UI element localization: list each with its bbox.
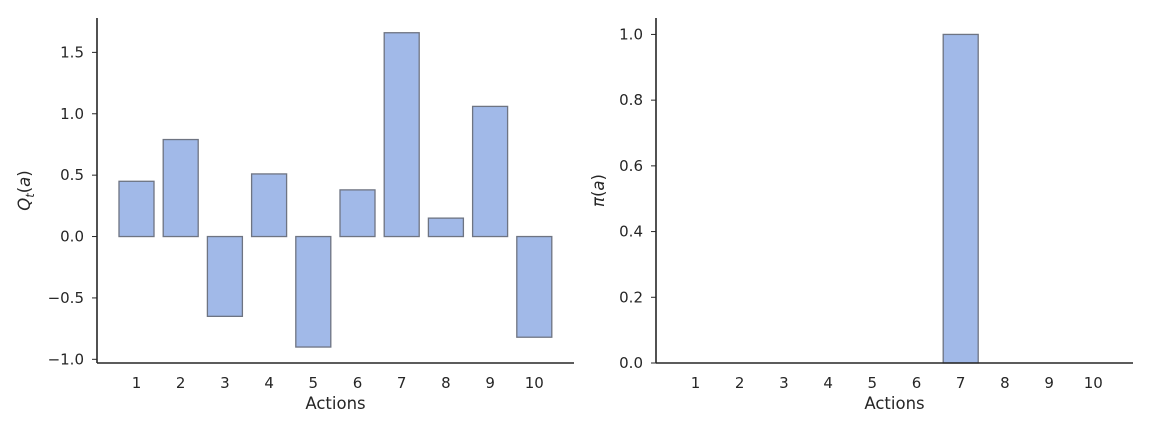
policy-x-tick-label: 1 — [691, 374, 701, 392]
policy-y-label: π(a) — [589, 174, 608, 207]
q-values-bar-4 — [250, 173, 288, 238]
policy-x-tick-label: 2 — [735, 374, 745, 392]
policy-x-tick-label: 9 — [1044, 374, 1054, 392]
q-values-bar-9 — [471, 105, 509, 238]
policy-x-ticks: 1 2 3 4 5 6 7 8 9 10 — [691, 374, 1103, 392]
policy-x-tick-label: 3 — [779, 374, 789, 392]
q-values-y-tick-label: 0.0 — [60, 228, 84, 246]
q-values-y-ticks: −1.0 −0.5 0.0 0.5 1.0 1.5 — [48, 43, 97, 368]
q-values-x-tick-label: 9 — [485, 374, 495, 392]
policy-x-tick-label: 10 — [1084, 374, 1103, 392]
q-values-y-tick-label: 1.5 — [60, 43, 84, 61]
q-values-panel: −1.0 −0.5 0.0 0.5 1.0 1.5 1 2 3 4 5 6 7 8 9 10 Actions… — [15, 18, 574, 413]
q-values-bar-5 — [295, 235, 332, 348]
policy-y-tick-label: 1.0 — [619, 25, 643, 43]
policy-y-tick-label: 0.8 — [619, 91, 643, 109]
policy-x-tick-label: 7 — [956, 374, 966, 392]
q-values-y-tick-label: 0.5 — [60, 166, 84, 184]
q-values-bar-7 — [383, 32, 420, 238]
policy-y-ticks: 0.0 0.2 0.4 0.6 0.8 1.0 — [619, 25, 656, 372]
policy-y-tick-label: 0.0 — [619, 354, 643, 372]
q-values-x-ticks: 1 2 3 4 5 6 7 8 9 10 — [132, 374, 544, 392]
policy-bars — [942, 33, 979, 364]
q-values-bar-8 — [427, 217, 465, 238]
q-values-y-label: Qt(a) — [15, 170, 37, 211]
policy-y-tick-label: 0.6 — [619, 157, 643, 175]
q-values-y-tick-label: −0.5 — [48, 289, 84, 307]
q-values-x-tick-label: 1 — [132, 374, 142, 392]
q-values-x-tick-label: 6 — [353, 374, 363, 392]
q-values-x-tick-label: 4 — [264, 374, 274, 392]
q-values-x-tick-label: 5 — [309, 374, 319, 392]
policy-x-tick-label: 6 — [912, 374, 922, 392]
policy-y-tick-label: 0.2 — [619, 288, 643, 306]
policy-bar-7 — [942, 33, 979, 364]
policy-x-tick-label: 4 — [823, 374, 833, 392]
q-values-x-label: Actions — [305, 394, 365, 413]
policy-panel: 0.0 0.2 0.4 0.6 0.8 1.0 1 2 3 4 5 6 7 8 9 10 Actions π… — [589, 18, 1133, 413]
q-values-bar-6 — [339, 189, 376, 238]
q-values-x-tick-label: 7 — [397, 374, 407, 392]
q-values-bar-10 — [516, 235, 553, 338]
q-values-x-tick-label: 3 — [220, 374, 230, 392]
q-values-bar-3 — [206, 235, 244, 317]
policy-x-tick-label: 8 — [1000, 374, 1010, 392]
q-values-bars — [118, 32, 553, 348]
q-values-bar-2 — [162, 138, 199, 238]
policy-y-tick-label: 0.4 — [619, 223, 643, 241]
policy-x-tick-label: 5 — [868, 374, 878, 392]
q-values-y-tick-label: 1.0 — [60, 105, 84, 123]
policy-x-label: Actions — [864, 394, 924, 413]
q-values-x-tick-label: 8 — [441, 374, 451, 392]
q-values-y-tick-label: −1.0 — [48, 350, 84, 368]
q-values-x-tick-label: 2 — [176, 374, 186, 392]
q-values-x-tick-label: 10 — [525, 374, 544, 392]
q-values-bar-1 — [118, 180, 155, 238]
